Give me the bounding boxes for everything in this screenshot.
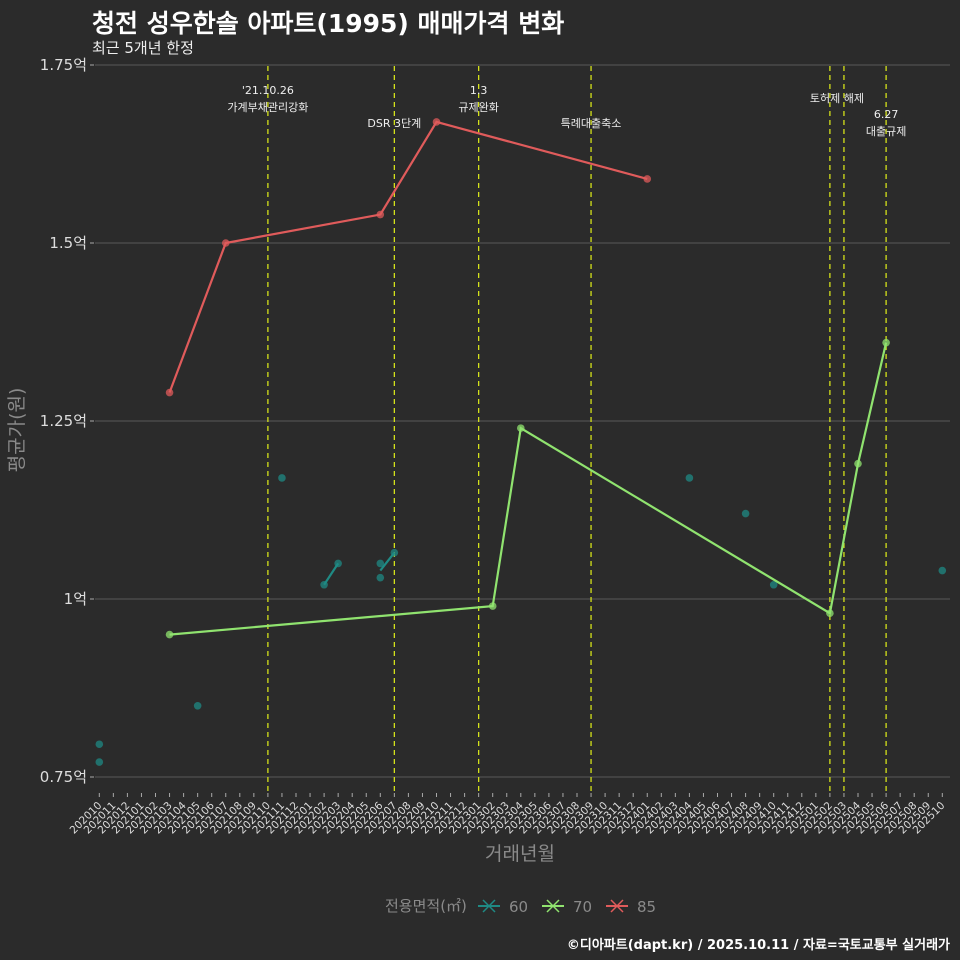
y-tick-label: 1.25억	[40, 412, 87, 430]
series-line-70	[169, 342, 888, 636]
data-point-60	[334, 559, 342, 568]
chart-subtitle: 최근 5개년 한정	[92, 39, 194, 57]
event-annotation: DSR 3단계	[367, 117, 421, 130]
event-annotation: 1.3	[470, 84, 488, 97]
data-point-60	[376, 573, 385, 582]
source-caption: ©디아파트(dapt.kr) / 2025.10.11 / 자료=국토교통부 실…	[566, 938, 950, 953]
data-point-70	[882, 338, 890, 347]
event-annotation: 대출규제	[866, 125, 906, 138]
y-tick-label: 0.75억	[40, 768, 87, 786]
event-annotation: 6.27	[874, 108, 899, 121]
data-point-70	[488, 602, 497, 610]
data-point-60	[938, 566, 947, 575]
data-point-70	[165, 630, 174, 639]
data-point-85	[221, 239, 230, 247]
legend-label-70: 70	[573, 898, 592, 916]
data-point-70	[517, 424, 525, 432]
event-annotation: 규제완화	[458, 101, 498, 114]
legend-title: 전용면적(㎡)	[385, 897, 467, 915]
data-point-60	[193, 702, 202, 710]
legend-label-60: 60	[509, 898, 528, 916]
data-point-60	[769, 580, 778, 589]
data-point-85	[165, 388, 174, 397]
data-point-85	[376, 210, 385, 219]
data-point-60	[278, 474, 286, 482]
series-line-85	[168, 120, 648, 393]
y-tick-label: 1억	[64, 590, 87, 608]
y-axis-title: 평균가(원)	[6, 388, 28, 473]
data-point-60	[376, 559, 385, 568]
x-axis-title: 거래년월	[485, 843, 555, 865]
legend-key-marker-60	[482, 899, 496, 913]
event-annotation: 가계부채관리강화	[227, 101, 308, 114]
legend-key-marker-70	[546, 899, 560, 913]
series-line-60	[323, 562, 340, 586]
data-point-85	[432, 118, 441, 126]
event-annotation: 토허제 해제	[810, 91, 864, 105]
chart-title: 청전 성우한솔 아파트(1995) 매매가격 변화	[92, 9, 565, 38]
data-point-85	[643, 175, 652, 183]
data-point-70	[854, 459, 862, 468]
data-point-60	[685, 474, 694, 482]
y-tick-label: 1.75억	[40, 56, 87, 74]
legend-label-85: 85	[637, 898, 656, 916]
data-point-60	[320, 580, 328, 589]
event-annotation: '21.10.26	[242, 84, 294, 97]
legend-key-marker-85	[610, 899, 624, 913]
data-point-70	[826, 609, 834, 618]
data-point-60	[95, 740, 104, 749]
data-point-60	[95, 758, 104, 766]
data-point-60	[741, 509, 750, 518]
event-annotation: 특례대출축소	[561, 117, 622, 130]
data-point-60	[390, 548, 399, 557]
y-tick-label: 1.5억	[49, 234, 87, 252]
